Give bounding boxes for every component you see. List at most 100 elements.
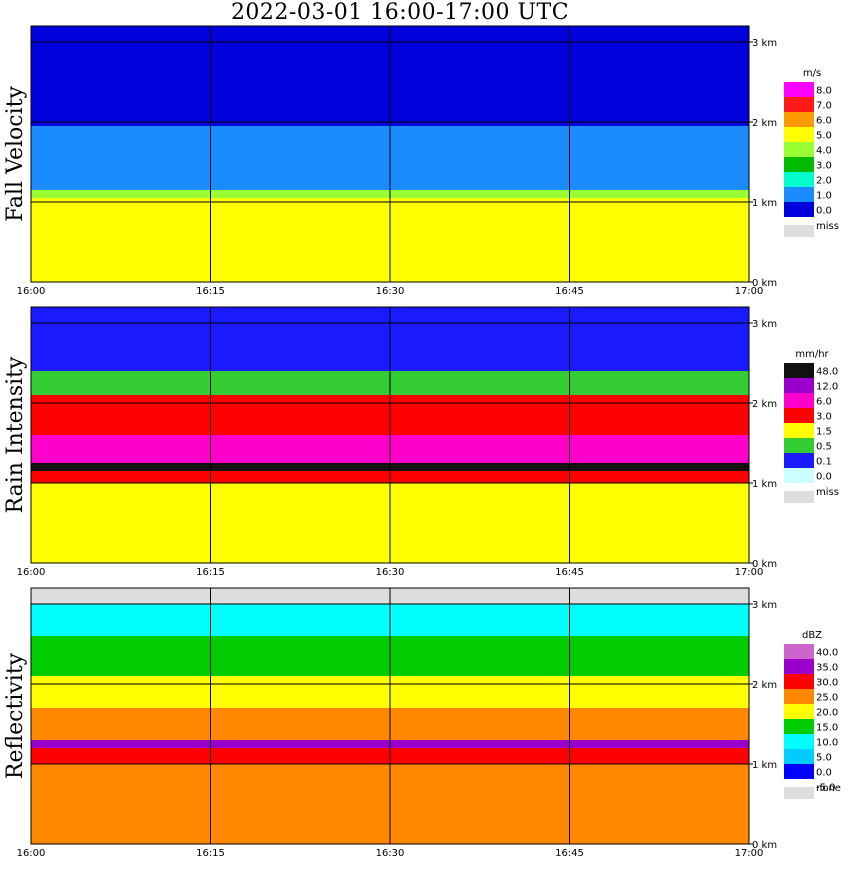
x-tick-label: 17:00 [735, 286, 764, 297]
legend-swatch [784, 172, 814, 187]
legend-level-label: 40.0 [816, 648, 838, 659]
legend-unit: m/s [803, 68, 821, 79]
legend-swatch [784, 659, 814, 674]
legend-level-label: 1.5 [816, 427, 832, 438]
y-tick-label: 2 km [752, 680, 777, 691]
legend-level-label: 15.0 [816, 723, 838, 734]
x-tick-label: 17:00 [735, 848, 764, 859]
legend: mm/hr 48.0 12.0 6.0 3.0 1.5 0.5 0.1 0.0 miss [784, 349, 839, 503]
legend-level-label: 3.0 [816, 412, 832, 423]
legend: m/s 8.0 7.0 6.0 5.0 4.0 3.0 2.0 1.0 0.0 miss [784, 68, 839, 237]
legend-swatch [784, 97, 814, 112]
legend-level-label: 8.0 [816, 86, 832, 97]
x-tick-label: 16:00 [17, 286, 46, 297]
plot-frame [30, 587, 750, 845]
legend-swatch [784, 644, 814, 659]
legend-swatch [784, 363, 814, 378]
x-tick-label: 16:45 [555, 567, 584, 578]
legend-level-label: -5.0 [816, 783, 836, 794]
x-tick-label: 16:00 [17, 567, 46, 578]
legend-swatch [784, 423, 814, 438]
legend-level-label: 0.0 [816, 206, 832, 217]
legend-level-label: 0.0 [816, 472, 832, 483]
legend-level-label: 5.0 [816, 131, 832, 142]
legend-missing-label: miss [816, 221, 839, 232]
legend-level-label: 12.0 [816, 382, 838, 393]
legend-level-label: 48.0 [816, 367, 838, 378]
legend-missing-label: none [816, 783, 841, 794]
x-tick-label: 16:15 [196, 848, 225, 859]
legend-swatch [784, 453, 814, 468]
plot-frame [30, 25, 750, 283]
legend-level-label: 4.0 [816, 146, 832, 157]
legend-swatch [784, 82, 814, 97]
legend-level-label: 20.0 [816, 708, 838, 719]
legend-swatch [784, 202, 814, 217]
y-axis-label: Fall Velocity [3, 86, 28, 222]
y-axis-label: Reflectivity [3, 652, 28, 779]
legend: dBZ 40.0 35.0 30.0 25.0 20.0 15.0 10.0 5.0 0.0 -5.… [784, 630, 841, 799]
y-tick-label: 0 km [752, 278, 777, 289]
legend-level-label: 7.0 [816, 101, 832, 112]
legend-level-label: 1.0 [816, 191, 832, 202]
x-tick-label: 16:30 [376, 567, 405, 578]
y-axis-label: Rain Intensity [3, 356, 28, 513]
legend-unit: dBZ [802, 630, 822, 641]
x-tick-label: 16:45 [555, 848, 584, 859]
fall-velocity-panel: Fall Velocity 16:00 16:15 16:30 16:45 17:000 … [3, 25, 839, 297]
legend-level-label: 2.0 [816, 176, 832, 187]
legend-level-label: 6.0 [816, 116, 832, 127]
legend-swatch [784, 408, 814, 423]
legend-swatch [784, 393, 814, 408]
legend-swatch [784, 378, 814, 393]
y-tick-label: 0 km [752, 559, 777, 570]
x-tick-label: 16:30 [376, 848, 405, 859]
x-tick-label: 16:15 [196, 286, 225, 297]
x-tick-label: 16:30 [376, 286, 405, 297]
legend-swatch [784, 764, 814, 779]
x-tick-label: 16:00 [17, 848, 46, 859]
legend-swatch [784, 704, 814, 719]
legend-level-label: 10.0 [816, 738, 838, 749]
legend-level-label: 0.5 [816, 442, 832, 453]
legend-swatch [784, 749, 814, 764]
legend-swatch [784, 468, 814, 483]
y-tick-label: 2 km [752, 399, 777, 410]
y-tick-label: 3 km [752, 38, 777, 49]
legend-missing-label: miss [816, 487, 839, 498]
legend-swatch [784, 112, 814, 127]
legend-level-label: 5.0 [816, 753, 832, 764]
legend-swatch [784, 734, 814, 749]
legend-level-label: 25.0 [816, 693, 838, 704]
legend-missing-swatch [784, 225, 814, 237]
y-tick-label: 3 km [752, 319, 777, 330]
legend-swatch [784, 127, 814, 142]
legend-swatch [784, 187, 814, 202]
legend-swatch [784, 438, 814, 453]
legend-missing-swatch [784, 491, 814, 503]
legend-level-label: 3.0 [816, 161, 832, 172]
legend-swatch [784, 719, 814, 734]
legend-swatch [784, 142, 814, 157]
reflectivity-panel: Reflectivity 16:00 16:15 16:30 16:45 17:000 k… [3, 587, 841, 859]
legend-level-label: 0.0 [816, 768, 832, 779]
legend-swatch [784, 689, 814, 704]
y-tick-label: 0 km [752, 840, 777, 851]
x-tick-label: 16:15 [196, 567, 225, 578]
legend-level-label: 6.0 [816, 397, 832, 408]
legend-missing-swatch [784, 787, 814, 799]
plot-frame [30, 306, 750, 564]
legend-swatch [784, 674, 814, 689]
y-tick-label: 1 km [752, 760, 777, 771]
x-tick-label: 17:00 [735, 567, 764, 578]
legend-unit: mm/hr [795, 349, 829, 360]
legend-swatch [784, 157, 814, 172]
y-tick-label: 1 km [752, 479, 777, 490]
y-tick-label: 3 km [752, 600, 777, 611]
page-title: 2022-03-01 16:00-17:00 UTC [230, 0, 570, 25]
legend-level-label: 0.1 [816, 457, 832, 468]
y-tick-label: 2 km [752, 118, 777, 129]
legend-level-label: 35.0 [816, 663, 838, 674]
y-tick-label: 1 km [752, 198, 777, 209]
